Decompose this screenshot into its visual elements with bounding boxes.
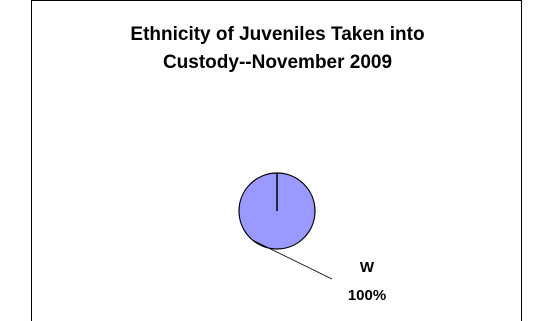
slice-label-w: W bbox=[360, 259, 375, 276]
chart-title: Ethnicity of Juveniles Taken into Custod… bbox=[32, 21, 523, 77]
chart-title-line-2: Custody--November 2009 bbox=[162, 52, 393, 73]
pie-group: W 100% bbox=[238, 172, 386, 304]
leader-line-w bbox=[252, 239, 333, 280]
chart-title-line-1: Ethnicity of Juveniles Taken into bbox=[130, 24, 425, 45]
slice-percent-label-w: 100% bbox=[348, 287, 386, 304]
chart-frame: Ethnicity of Juveniles Taken into Custod… bbox=[31, 0, 522, 321]
